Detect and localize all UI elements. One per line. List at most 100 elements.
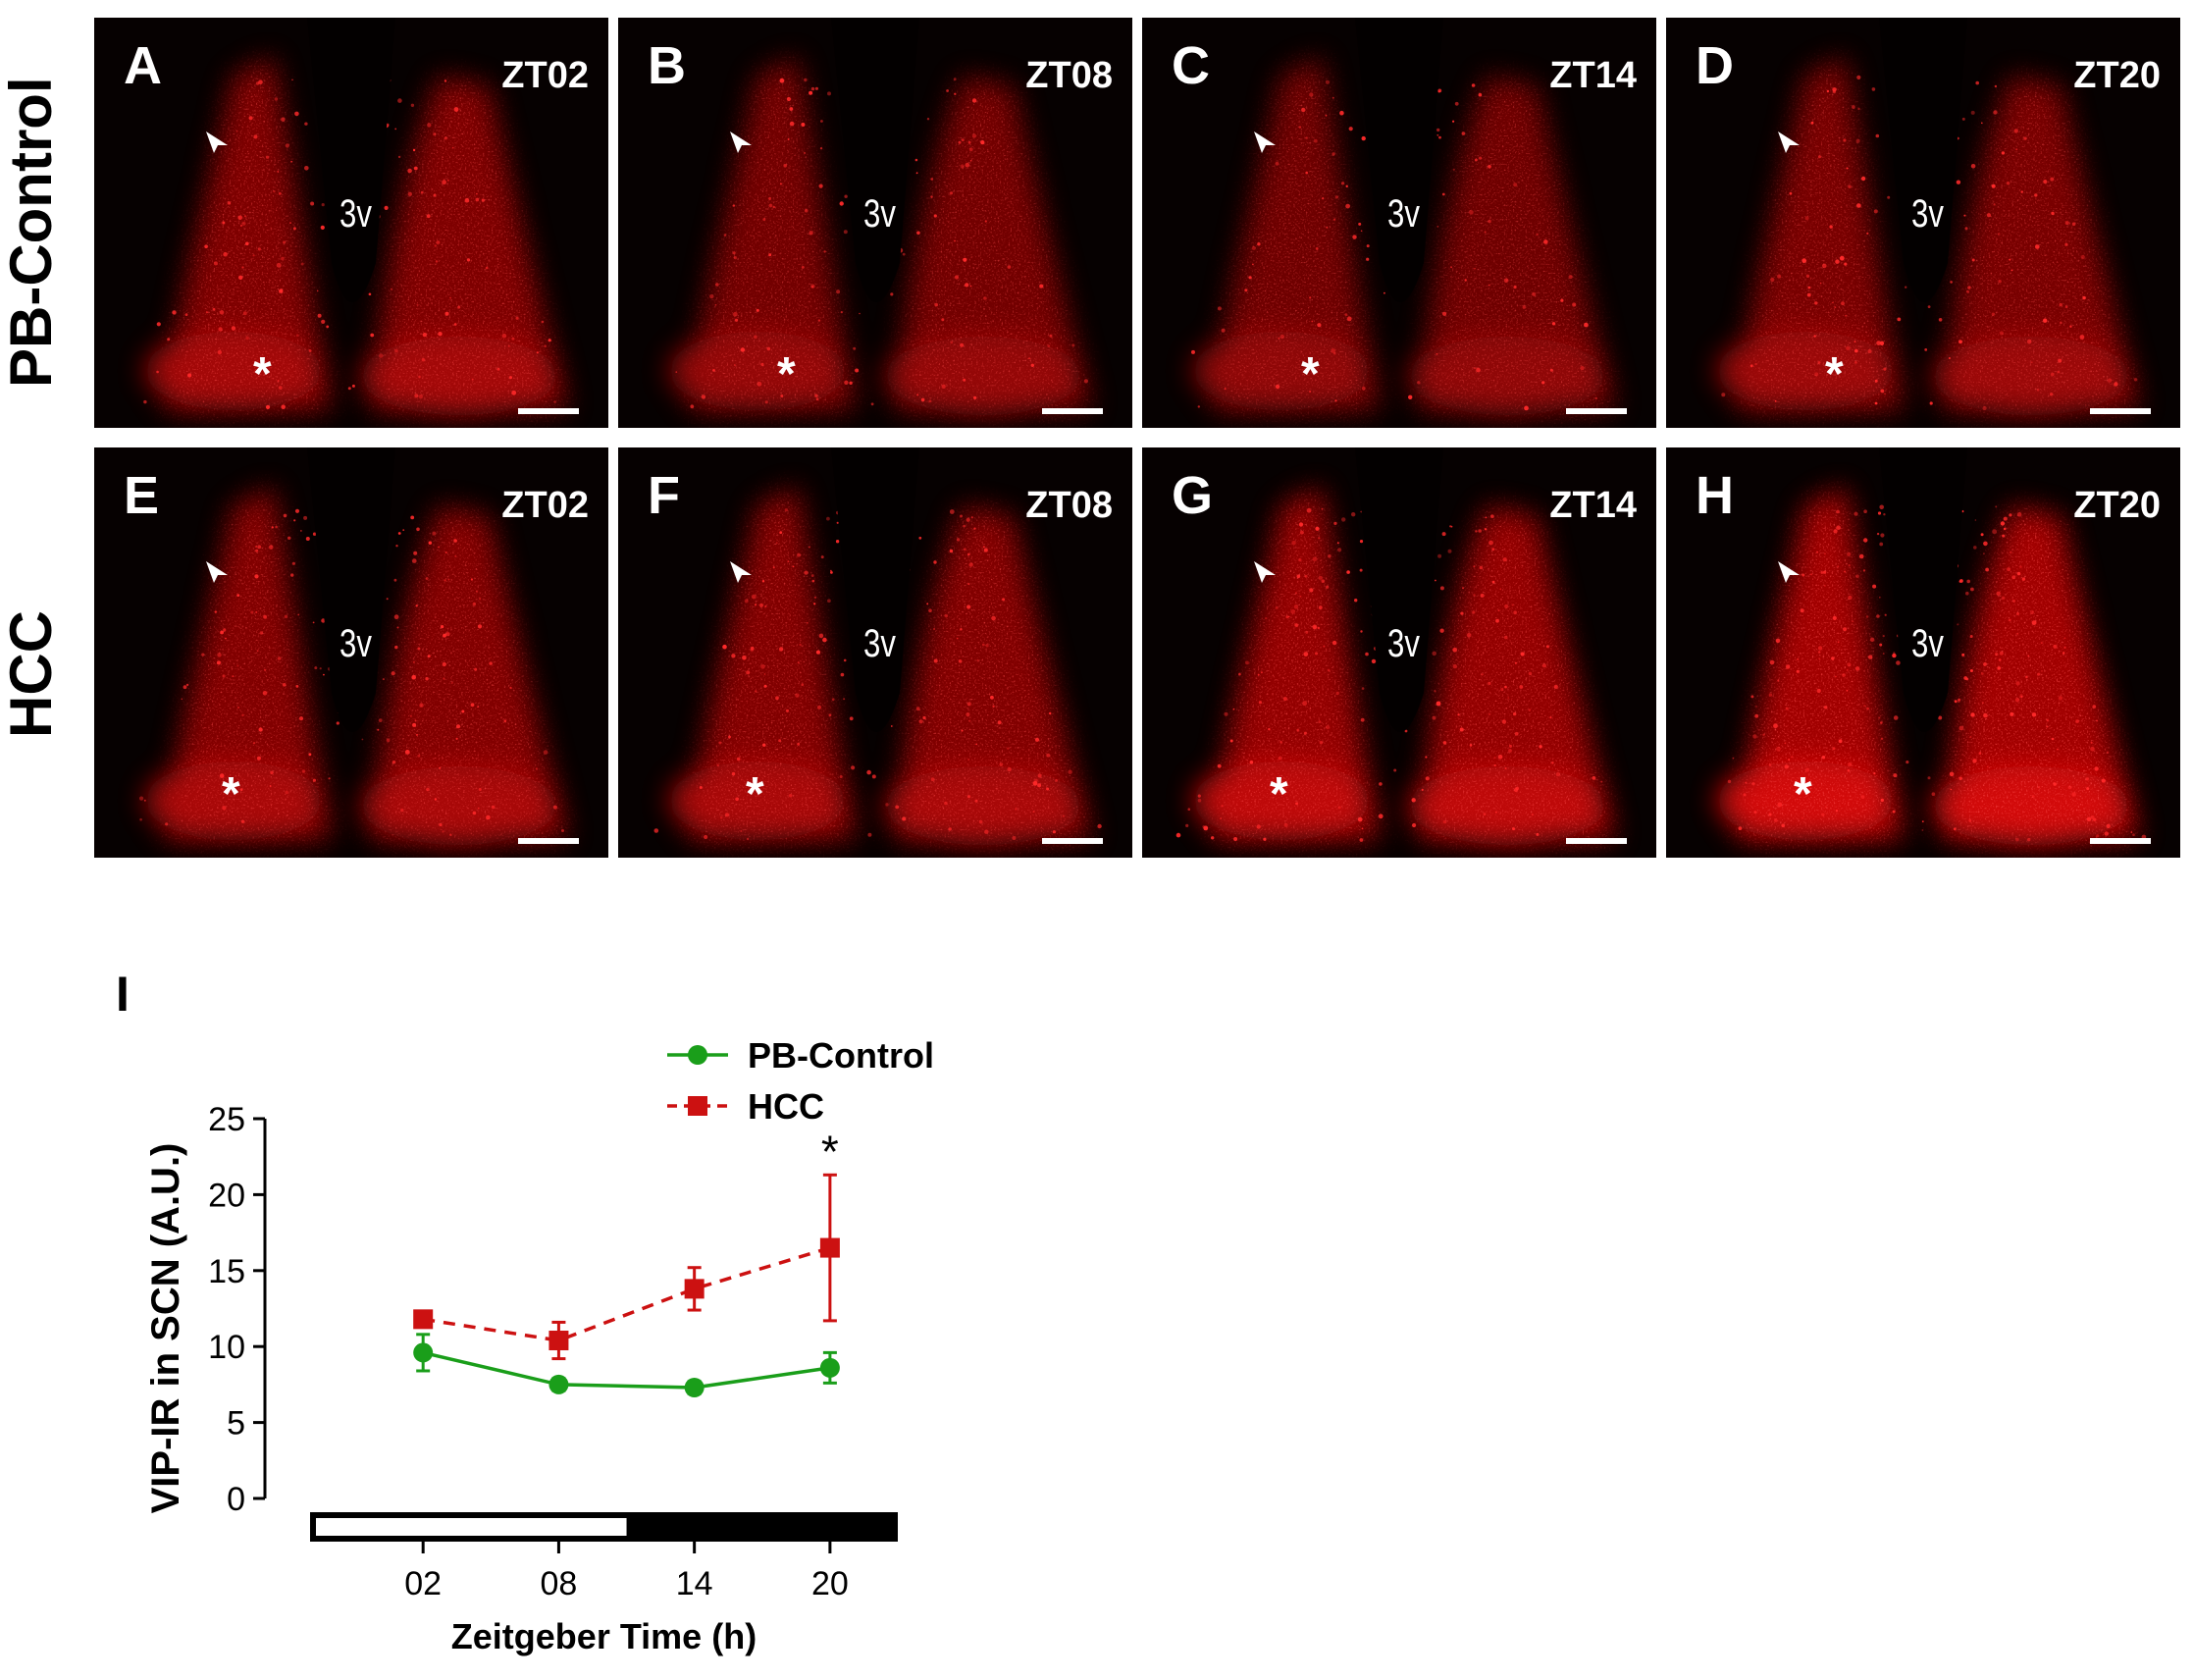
asterisk-marker: * bbox=[1301, 348, 1320, 400]
asterisk-marker: * bbox=[253, 348, 272, 400]
micrograph-panel-a: A ZT02 3v * bbox=[94, 18, 608, 428]
panel-letter: A bbox=[124, 36, 162, 95]
zeitgeber-time-label: ZT02 bbox=[501, 485, 589, 526]
panel-letter: B bbox=[648, 36, 686, 95]
light-phase-bar bbox=[316, 1518, 627, 1536]
third-ventricle-label: 3v bbox=[1387, 192, 1420, 236]
third-ventricle bbox=[307, 18, 395, 302]
data-point bbox=[684, 1279, 705, 1299]
asterisk-marker: * bbox=[777, 348, 796, 400]
immunofluorescence-image bbox=[1666, 18, 2180, 428]
third-ventricle bbox=[1355, 447, 1443, 732]
zeitgeber-time-label: ZT20 bbox=[2073, 485, 2161, 526]
immunofluorescence-image bbox=[94, 18, 608, 428]
scale-bar bbox=[518, 838, 579, 844]
third-ventricle bbox=[831, 18, 919, 302]
data-point bbox=[413, 1309, 434, 1330]
panel-letter-i: I bbox=[116, 967, 130, 1022]
third-ventricle-label: 3v bbox=[1911, 192, 1944, 236]
third-ventricle bbox=[1879, 18, 1967, 302]
micrograph-panel-c: C ZT14 3v * bbox=[1142, 18, 1656, 428]
micrograph-panel-e: E ZT02 3v * bbox=[94, 447, 608, 858]
zeitgeber-time-label: ZT20 bbox=[2073, 55, 2161, 96]
asterisk-marker: * bbox=[746, 768, 764, 820]
micrograph-panel-f: F ZT08 3v * bbox=[618, 447, 1132, 858]
data-point bbox=[548, 1331, 569, 1351]
arrowhead-icon bbox=[730, 561, 752, 583]
scale-bar bbox=[1566, 838, 1627, 844]
immunofluorescence-image bbox=[94, 447, 608, 858]
third-ventricle-label: 3v bbox=[863, 192, 896, 236]
asterisk-marker: * bbox=[1270, 768, 1288, 820]
y-tick-label: 25 bbox=[208, 1101, 245, 1138]
y-tick-label: 10 bbox=[208, 1329, 245, 1366]
micrograph-panel-g: G ZT14 3v * bbox=[1142, 447, 1656, 858]
third-ventricle-label: 3v bbox=[1387, 622, 1420, 665]
zeitgeber-time-label: ZT08 bbox=[1025, 485, 1113, 526]
asterisk-marker: * bbox=[1794, 768, 1812, 820]
micrograph-panel-d: D ZT20 3v * bbox=[1666, 18, 2180, 428]
data-point bbox=[819, 1237, 840, 1258]
legend-label: PB-Control bbox=[748, 1035, 934, 1076]
panel-letter: D bbox=[1696, 36, 1734, 95]
panel-letter: F bbox=[648, 466, 680, 525]
asterisk-marker: * bbox=[222, 768, 240, 820]
scale-bar bbox=[2090, 408, 2151, 414]
third-ventricle bbox=[307, 447, 395, 732]
panel-letter: G bbox=[1172, 466, 1214, 525]
y-tick-label: 20 bbox=[208, 1177, 245, 1214]
data-point bbox=[684, 1377, 705, 1397]
scale-bar bbox=[1042, 838, 1103, 844]
data-point bbox=[548, 1374, 569, 1394]
y-tick-label: 15 bbox=[208, 1253, 245, 1290]
immunofluorescence-image bbox=[618, 18, 1132, 428]
zeitgeber-time-label: ZT14 bbox=[1549, 485, 1637, 526]
micrograph-panel-h: H ZT20 3v * bbox=[1666, 447, 2180, 858]
third-ventricle-label: 3v bbox=[339, 622, 372, 665]
immunofluorescence-image bbox=[1666, 447, 2180, 858]
x-tick-label: 08 bbox=[541, 1565, 578, 1602]
scale-bar bbox=[1042, 408, 1103, 414]
arrowhead-icon bbox=[730, 131, 752, 153]
micrograph-panel-b: B ZT08 3v * bbox=[618, 18, 1132, 428]
series-line-hcc bbox=[422, 1245, 831, 1342]
zeitgeber-time-label: ZT02 bbox=[501, 55, 589, 96]
scale-bar bbox=[2090, 838, 2151, 844]
arrowhead-icon bbox=[1778, 131, 1800, 153]
y-axis-label: VIP-IR in SCN (A.U.) bbox=[144, 1143, 187, 1514]
legend-marker bbox=[688, 1096, 707, 1116]
data-point bbox=[413, 1342, 434, 1363]
arrowhead-icon bbox=[206, 561, 228, 583]
immunofluorescence-image bbox=[1142, 18, 1656, 428]
third-ventricle bbox=[831, 447, 919, 732]
arrowhead-icon bbox=[1778, 561, 1800, 583]
zeitgeber-time-label: ZT14 bbox=[1549, 55, 1637, 96]
y-tick-label: 0 bbox=[227, 1481, 245, 1518]
panel-letter: H bbox=[1696, 466, 1734, 525]
asterisk-marker: * bbox=[1825, 348, 1844, 400]
x-tick-label: 02 bbox=[404, 1565, 442, 1602]
third-ventricle-label: 3v bbox=[1911, 622, 1944, 665]
x-tick-label: 14 bbox=[676, 1565, 713, 1602]
zeitgeber-time-label: ZT08 bbox=[1025, 55, 1113, 96]
significance-asterisk: * bbox=[821, 1126, 839, 1177]
third-ventricle bbox=[1879, 447, 1967, 732]
legend-marker bbox=[688, 1045, 707, 1065]
x-tick-label: 20 bbox=[811, 1565, 849, 1602]
x-axis-label: Zeitgeber Time (h) bbox=[451, 1616, 757, 1656]
data-point bbox=[819, 1357, 840, 1378]
arrowhead-icon bbox=[1254, 561, 1276, 583]
arrowhead-icon bbox=[1254, 131, 1276, 153]
immunofluorescence-image bbox=[1142, 447, 1656, 858]
series-line-pb-control bbox=[422, 1350, 831, 1390]
third-ventricle bbox=[1355, 18, 1443, 302]
arrowhead-icon bbox=[206, 131, 228, 153]
scale-bar bbox=[1566, 408, 1627, 414]
third-ventricle-label: 3v bbox=[339, 192, 372, 236]
panel-letter: C bbox=[1172, 36, 1210, 95]
third-ventricle-label: 3v bbox=[863, 622, 896, 665]
y-tick-label: 5 bbox=[227, 1405, 245, 1443]
legend-label: HCC bbox=[748, 1086, 824, 1127]
scale-bar bbox=[518, 408, 579, 414]
